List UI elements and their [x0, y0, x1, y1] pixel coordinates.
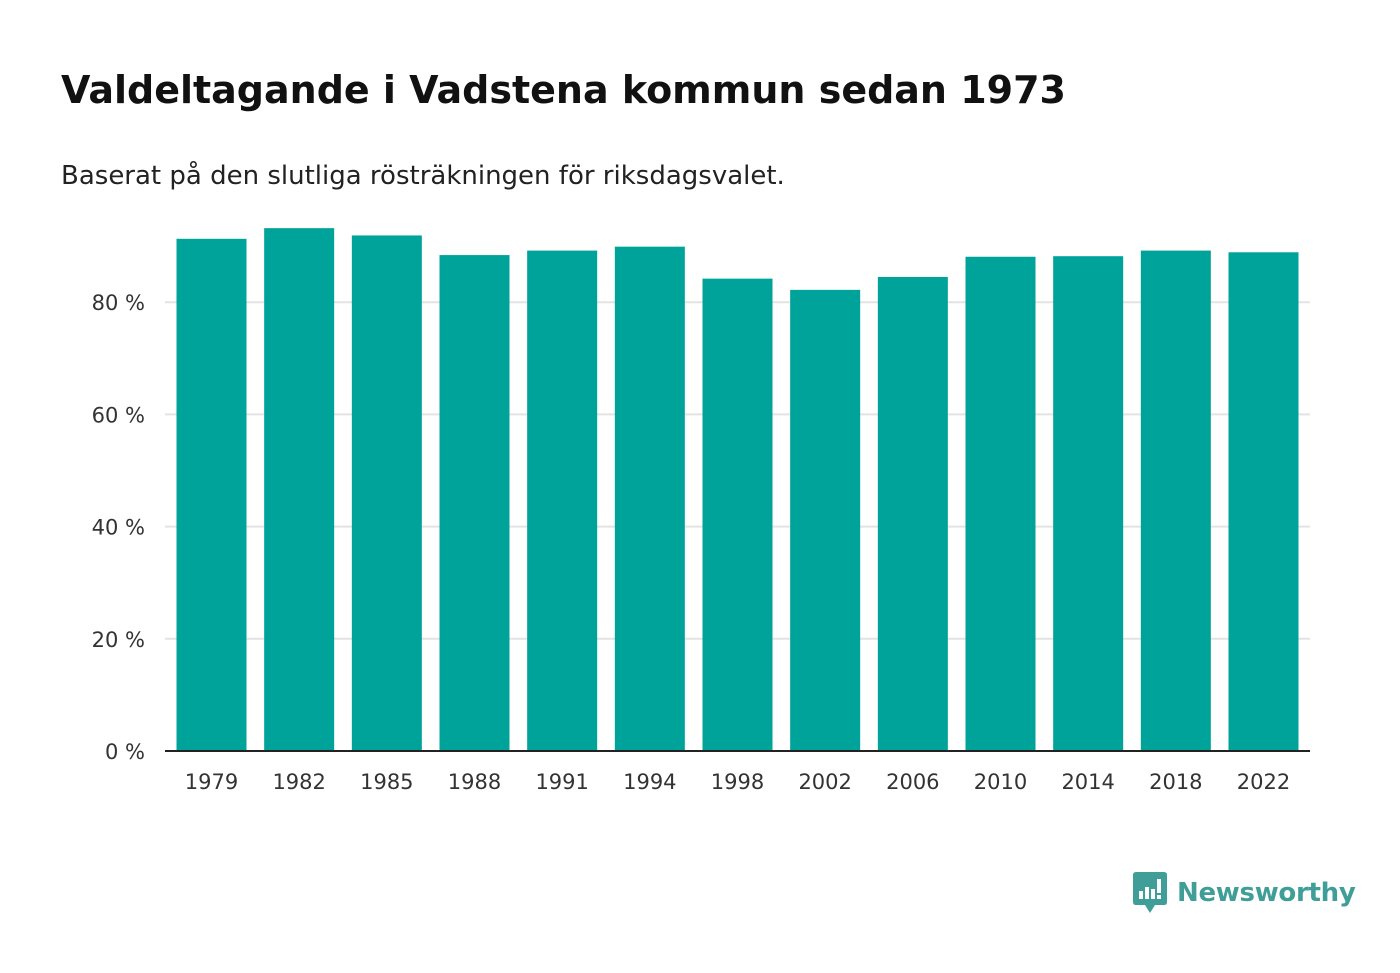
- bar-2018[interactable]: [1140, 250, 1211, 751]
- y-tick-label: 20 %: [92, 628, 145, 652]
- y-tick-label: 0 %: [105, 740, 145, 764]
- x-tick-label: 2010: [974, 770, 1027, 794]
- x-tick-label: 2002: [798, 770, 851, 794]
- bar-1994[interactable]: [614, 246, 685, 751]
- y-tick-label: 40 %: [92, 516, 145, 540]
- x-tick-label: 1991: [535, 770, 588, 794]
- chart-title: Valdeltagande i Vadstena kommun sedan 19…: [61, 68, 1066, 112]
- x-tick-label: 2014: [1061, 770, 1114, 794]
- bar-1979[interactable]: [176, 238, 247, 751]
- x-tick-label: 1979: [185, 770, 238, 794]
- bar-2014[interactable]: [1053, 256, 1124, 751]
- bars: [176, 228, 1299, 752]
- x-tick-label: 1998: [711, 770, 764, 794]
- bar-1988[interactable]: [439, 255, 510, 752]
- newsworthy-logo-icon: [1133, 872, 1167, 913]
- x-tick-label: 2006: [886, 770, 939, 794]
- x-tick-label: 1982: [272, 770, 325, 794]
- bar-2022[interactable]: [1228, 252, 1299, 751]
- x-tick-label: 2022: [1237, 770, 1290, 794]
- bar-2006[interactable]: [877, 276, 948, 751]
- bar-1985[interactable]: [351, 235, 422, 752]
- bar-2010[interactable]: [965, 256, 1036, 751]
- bar-1982[interactable]: [264, 228, 335, 751]
- bar-2002[interactable]: [790, 289, 861, 751]
- x-tick-label: 2018: [1149, 770, 1202, 794]
- x-axis-ticks: 1979 1982 1985 1988 1991 1994 1998 2002 2006 2010…: [185, 770, 1290, 794]
- brand-name: Newsworthy: [1177, 878, 1356, 908]
- y-tick-label: 80 %: [92, 291, 145, 315]
- bar-1991[interactable]: [527, 250, 598, 751]
- x-tick-label: 1988: [448, 770, 501, 794]
- y-axis-ticks: 0 % 20 % 40 % 60 % 80 %: [92, 291, 145, 764]
- y-tick-label: 60 %: [92, 403, 145, 427]
- x-tick-label: 1994: [623, 770, 676, 794]
- newsworthy-logo[interactable]: Newsworthy: [1133, 872, 1356, 914]
- x-tick-label: 1985: [360, 770, 413, 794]
- bar-1998[interactable]: [702, 278, 773, 751]
- chart-subtitle: Baserat på den slutliga rösträkningen fö…: [61, 161, 785, 191]
